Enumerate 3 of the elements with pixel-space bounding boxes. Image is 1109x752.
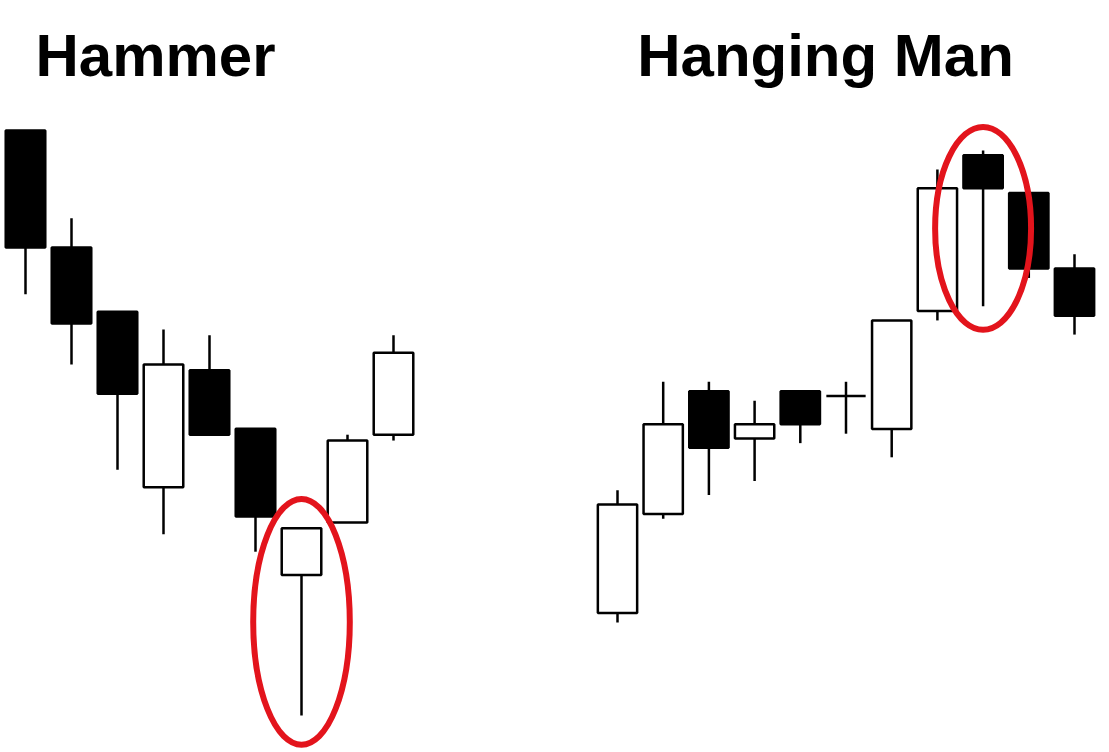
candlestick: [825, 380, 867, 435]
chart-title: Hanging Man: [637, 22, 1014, 89]
chart-title: Hammer: [35, 22, 276, 89]
